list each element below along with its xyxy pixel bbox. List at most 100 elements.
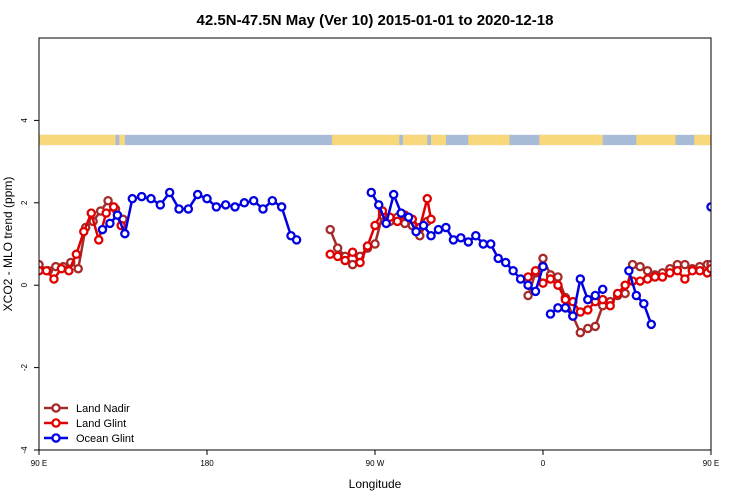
legend-item-land-nadir: Land Nadir [44, 403, 130, 415]
data-point-land-nadir [739, 259, 746, 266]
data-point-ocean-glint [230, 202, 240, 212]
data-point-land-nadir [635, 261, 645, 272]
series-line-land-nadir [710, 264, 711, 267]
data-point-ocean-glint [112, 210, 123, 220]
data-point-ocean-glint [471, 231, 481, 241]
legend-label: Ocean Glint [76, 433, 134, 445]
data-point-ocean-glint [624, 266, 634, 276]
x-tick-label: 90 E [703, 459, 719, 468]
data-point-land-nadir [717, 267, 724, 274]
data-point-land-glint [612, 288, 623, 299]
land-band-segment [468, 134, 510, 146]
series-ocean-glint [97, 187, 742, 330]
data-point-land-glint [657, 272, 668, 282]
data-point-ocean-glint [726, 193, 733, 200]
data-point-land-glint [597, 294, 608, 305]
data-point-ocean-glint [164, 187, 175, 198]
data-point-ocean-glint [568, 311, 578, 321]
data-point-land-glint [706, 263, 711, 274]
series-layer [39, 187, 750, 338]
data-point-land-glint [332, 251, 343, 262]
data-point-land-nadir [680, 259, 690, 270]
data-point-ocean-glint [396, 208, 406, 218]
data-point-ocean-glint [478, 239, 489, 249]
data-point-ocean-glint [127, 193, 138, 204]
data-point-ocean-glint [258, 204, 268, 214]
y-axis-label: XCO2 - MLO trend (ppm) [1, 177, 15, 312]
land-band-segment [539, 134, 603, 146]
data-point-ocean-glint [411, 226, 421, 237]
x-tick-label: 0 [541, 459, 546, 468]
data-point-ocean-glint [174, 204, 184, 214]
data-point-ocean-glint [267, 195, 278, 206]
series-land-glint [39, 193, 744, 317]
x-tick-label: 90 E [31, 459, 47, 468]
data-point-land-glint [355, 257, 365, 268]
data-point-land-glint [737, 267, 744, 274]
data-point-land-glint [523, 272, 533, 282]
data-point-ocean-glint [646, 319, 657, 330]
data-point-land-glint [665, 268, 675, 278]
data-point-ocean-glint [735, 195, 742, 202]
data-point-land-nadir [370, 239, 380, 249]
data-point-ocean-glint [717, 195, 724, 202]
legend-label: Land Nadir [76, 403, 130, 415]
data-point-ocean-glint [136, 191, 147, 202]
data-point-ocean-glint [381, 218, 391, 229]
data-point-ocean-glint [485, 239, 496, 249]
land-band-segment [694, 134, 711, 146]
data-point-ocean-glint [560, 303, 571, 313]
data-point-ocean-glint [597, 284, 608, 295]
data-point-ocean-glint [373, 200, 384, 210]
data-point-land-glint [680, 274, 690, 284]
data-point-land-nadir [620, 288, 630, 299]
data-point-land-nadir [575, 327, 586, 338]
data-point-land-nadir [73, 263, 83, 274]
land-band-segment [39, 134, 116, 146]
data-point-land-glint [530, 266, 541, 276]
x-axis-label: Longitude [349, 477, 402, 491]
data-point-land-nadir [523, 290, 533, 301]
data-point-land-glint [86, 208, 97, 218]
data-point-ocean-glint [155, 200, 166, 210]
data-point-land-glint [108, 202, 119, 212]
data-point-ocean-glint [456, 233, 466, 243]
data-point-land-glint [695, 266, 705, 276]
data-point-ocean-glint [583, 294, 593, 305]
data-point-ocean-glint [639, 298, 649, 309]
data-point-land-glint [71, 249, 82, 260]
data-point-ocean-glint [508, 266, 518, 276]
data-point-land-nadir [642, 266, 653, 276]
data-point-ocean-glint [448, 235, 459, 245]
legend-swatch-marker [51, 403, 61, 413]
data-point-land-glint [642, 274, 653, 284]
land-band-segment [636, 134, 676, 146]
data-point-ocean-glint [493, 253, 503, 264]
data-point-ocean-glint [575, 274, 586, 284]
data-point-ocean-glint [276, 202, 287, 212]
data-point-land-nadir [747, 265, 750, 272]
data-point-ocean-glint [538, 261, 548, 272]
data-point-land-glint [79, 226, 89, 237]
data-point-ocean-glint [192, 189, 203, 200]
data-point-ocean-glint [500, 257, 511, 268]
x-tick-label: 180 [200, 459, 214, 468]
data-point-ocean-glint [590, 290, 601, 301]
data-point-ocean-glint [239, 198, 250, 208]
data-point-ocean-glint [515, 274, 526, 284]
data-point-land-glint [722, 275, 729, 282]
legend-label: Land Glint [76, 418, 126, 430]
data-point-land-glint [49, 274, 59, 284]
data-point-land-glint [575, 307, 586, 317]
data-point-land-nadir [590, 321, 601, 332]
chart-title: 42.5N-47.5N May (Ver 10) 2015-01-01 to 2… [197, 12, 554, 29]
data-point-land-glint [687, 266, 698, 276]
x-tick-label: 90 W [366, 459, 385, 468]
data-point-land-glint [545, 274, 556, 284]
data-point-ocean-glint [211, 202, 222, 212]
data-point-land-glint [392, 216, 403, 227]
data-point-land-glint [325, 249, 335, 260]
data-point-land-glint [362, 241, 373, 251]
data-point-land-glint [635, 276, 645, 286]
